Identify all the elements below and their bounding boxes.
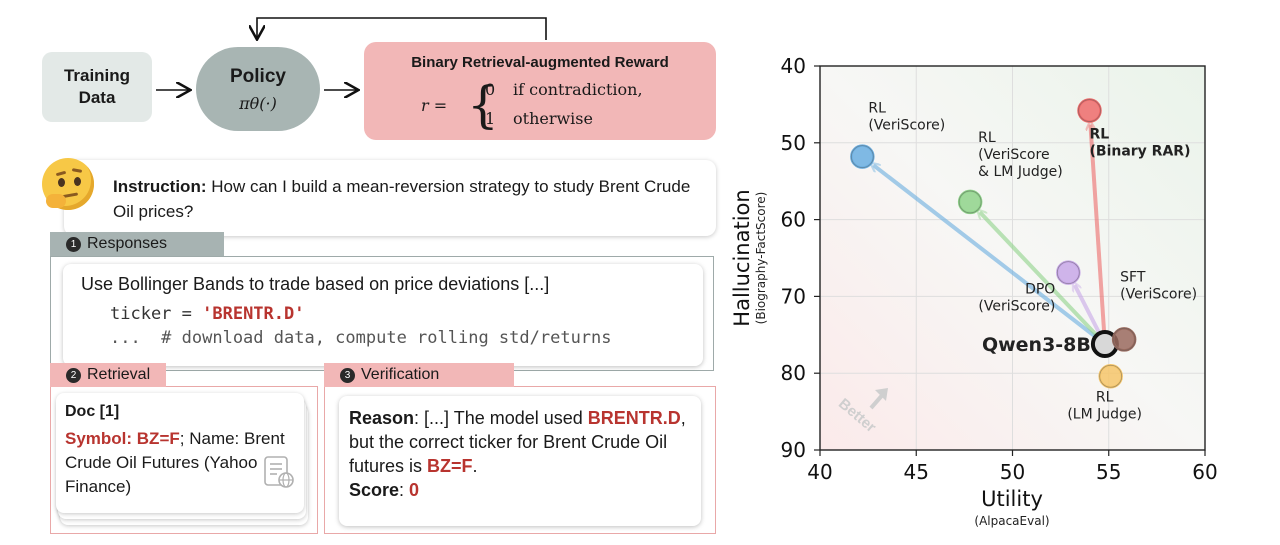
data-point-outline: [1112, 328, 1136, 351]
y-tick-label: 50: [781, 131, 806, 155]
y-tick-label: 40: [781, 54, 806, 78]
responses-number-badge: 1: [66, 236, 81, 252]
improvement-arrow: [1090, 125, 1107, 345]
x-tick-label: 50: [1000, 460, 1025, 484]
point-label: RL: [868, 101, 886, 117]
point-label: Qwen3-8B: [982, 334, 1091, 356]
code-ticker-string: 'BRENTR.D': [202, 304, 305, 324]
score-label: Score: [349, 480, 400, 500]
x-tick-label: 40: [807, 460, 832, 484]
responses-tab-label: Responses: [87, 235, 168, 252]
x-axis-sublabel: (AlpacaEval): [974, 514, 1049, 528]
x-axis-label: Utility: [981, 487, 1043, 511]
instruction-text: How can I build a mean-reversion strateg…: [113, 177, 691, 221]
doc-title: Doc [1]: [65, 403, 120, 420]
y-tick-label: 90: [781, 438, 806, 462]
y-axis-label: Hallucination: [730, 189, 754, 326]
responses-tab: 1 Responses: [50, 232, 224, 256]
reward-title: Binary Retrieval-augmented Reward: [411, 54, 669, 71]
data-point-outline: [850, 145, 874, 169]
instruction-label: Instruction:: [113, 177, 207, 196]
reason-label: Reason: [349, 408, 415, 428]
case2-condition: otherwise: [513, 109, 593, 128]
data-point-outline: [958, 190, 982, 214]
retrieval-frame: [50, 386, 318, 534]
point-label: (VeriScore): [1120, 286, 1197, 302]
code-prefix: ticker =: [110, 304, 203, 324]
response-text: Use Bollinger Bands to trade based on pr…: [81, 274, 550, 294]
data-point-outline: [1099, 364, 1123, 388]
x-tick-label: 60: [1192, 460, 1217, 484]
improvement-arrow: [873, 165, 1107, 346]
instruction-card: Instruction: How can I build a mean-reve…: [64, 160, 716, 236]
score-value: 0: [409, 480, 420, 500]
y-axis-sublabel: (Biography-FactScore): [754, 192, 768, 325]
formula-lhs: r =: [421, 96, 448, 115]
point-label: (VeriScore: [978, 147, 1049, 163]
thinking-face-icon: [42, 158, 94, 210]
response-card: Use Bollinger Bands to trade based on pr…: [63, 264, 703, 366]
formula-case-2: 1 otherwise: [485, 109, 593, 128]
doc-name-separator: ; Name:: [179, 429, 240, 448]
verification-card: Reason: [...] The model used BRENTR.D, b…: [339, 396, 701, 526]
verification-number-badge: 3: [340, 367, 355, 383]
document-globe-icon: [264, 456, 294, 488]
reason-text-1: : [...] The model used: [414, 408, 588, 428]
retrieved-doc-card: Doc [1] Symbol: BZ=F; Name: Brent Crude …: [56, 393, 304, 513]
retrieval-number-badge: 2: [66, 367, 81, 383]
y-tick-label: 60: [781, 208, 806, 232]
case1-value: 0: [485, 80, 496, 99]
verification-frame: [324, 386, 716, 534]
point-label: (VeriScore): [978, 299, 1055, 315]
better-arrow-icon: [869, 388, 888, 410]
retrieval-tab-label: Retrieval: [87, 366, 151, 383]
retrieval-tab: 2 Retrieval: [50, 363, 166, 387]
doc-name: Brent Crude Oil Futures (Yahoo Finance): [65, 429, 285, 496]
doc-symbol: Symbol: BZ=F: [65, 429, 180, 448]
formula-brace: {: [467, 76, 499, 134]
case2-value: 1: [485, 109, 496, 128]
data-point-outline: [1056, 261, 1080, 284]
data-point-outline: [1078, 99, 1101, 122]
x-tick-label: 45: [904, 460, 929, 484]
point-label: (LM Judge): [1067, 406, 1142, 422]
case1-condition: if contradiction,: [513, 80, 643, 99]
point-label: DPO: [1025, 282, 1055, 298]
point-label: (VeriScore): [868, 118, 945, 134]
formula-case-1: 0 if contradiction,: [485, 80, 643, 99]
code-line-1: ticker = 'BRENTR.D': [110, 304, 304, 324]
point-label: RL: [1096, 389, 1114, 405]
verification-tab-label: Verification: [361, 366, 440, 383]
verification-tab: 3 Verification: [324, 363, 514, 387]
point-label: (Binary RAR): [1090, 144, 1191, 160]
policy-box: Policy πθ(·): [196, 47, 320, 131]
y-tick-label: 70: [781, 284, 806, 308]
reward-box: Binary Retrieval-augmented Reward r = { …: [364, 42, 716, 140]
policy-symbol: πθ(·): [239, 93, 277, 113]
improvement-arrow: [980, 212, 1107, 346]
reason-text-3: .: [472, 456, 478, 476]
training-data-label: Training Data: [63, 66, 131, 107]
x-tick-label: 55: [1096, 460, 1121, 484]
code-line-2: ... # download data, compute rolling std…: [110, 328, 612, 348]
reason-text-2: , but the correct ticker for Brent Crude…: [349, 408, 686, 476]
point-label: & LM Judge): [978, 164, 1063, 180]
score-separator: :: [399, 480, 410, 500]
point-label: RL: [1090, 127, 1110, 143]
policy-title: Policy: [230, 65, 286, 87]
pipeline-arrows: [156, 17, 547, 160]
training-data-box: Training Data: [42, 52, 152, 122]
point-label: RL: [978, 130, 996, 146]
y-tick-label: 80: [781, 361, 806, 385]
correct-ticker: BZ=F: [427, 456, 473, 476]
wrong-ticker: BRENTR.D: [587, 408, 681, 428]
point-label: SFT: [1120, 269, 1146, 285]
